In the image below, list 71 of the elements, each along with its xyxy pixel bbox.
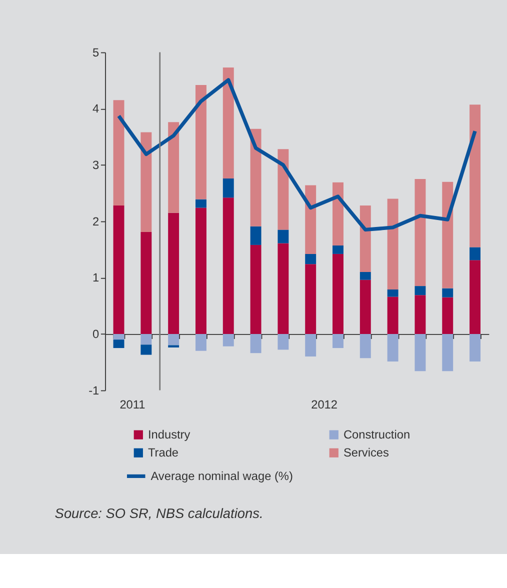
bar <box>414 334 426 372</box>
bar <box>360 272 371 280</box>
bar <box>305 254 316 264</box>
bar <box>278 230 289 244</box>
bar <box>113 340 124 348</box>
bar <box>305 334 316 356</box>
bar <box>470 247 481 260</box>
bar <box>360 206 371 272</box>
bar <box>222 334 234 346</box>
bar <box>168 334 180 346</box>
bar <box>305 264 316 334</box>
bar <box>470 334 481 362</box>
y-tick-label: 3 <box>92 158 100 172</box>
bar <box>470 104 481 248</box>
y-tick-label: 2 <box>92 214 100 228</box>
bar <box>250 334 262 354</box>
text: 2012 <box>311 398 338 412</box>
bar <box>113 334 124 340</box>
legend-label: Average nominal wage (%) <box>150 468 293 483</box>
y-tick-label: 0 <box>92 327 100 342</box>
legend-label: Construction <box>343 427 410 442</box>
y-tick-label: 5 <box>92 45 100 60</box>
bar <box>387 334 398 362</box>
bar <box>332 254 344 334</box>
bar <box>332 246 344 254</box>
bar <box>222 198 234 334</box>
bar <box>414 295 426 334</box>
bar <box>387 198 398 290</box>
y-tick-label: 4 <box>92 102 100 116</box>
bar <box>360 280 371 334</box>
bar <box>168 122 180 213</box>
bar <box>332 334 344 348</box>
bar <box>305 185 316 254</box>
bar <box>250 128 262 226</box>
bar <box>470 260 481 334</box>
bar <box>195 334 206 351</box>
text: 2011 <box>120 398 146 412</box>
bar <box>250 226 262 245</box>
bar <box>250 244 262 334</box>
legend-label: Industry <box>148 427 190 442</box>
bar <box>442 288 454 298</box>
bar <box>113 206 124 334</box>
bar <box>414 179 426 286</box>
bar <box>168 212 180 334</box>
bar <box>414 286 426 296</box>
bar <box>222 67 234 178</box>
bar <box>195 199 206 208</box>
bar <box>387 296 398 334</box>
bar <box>113 100 124 206</box>
bar <box>278 334 289 350</box>
bar <box>442 297 454 334</box>
bar <box>442 182 454 288</box>
legend-label: Trade <box>148 446 179 460</box>
bar <box>140 232 152 334</box>
bar <box>222 178 234 198</box>
bar <box>387 289 398 297</box>
legend-label: Services <box>343 446 390 460</box>
bar <box>332 182 344 246</box>
bar <box>195 208 206 334</box>
bar <box>140 334 152 345</box>
source-note: Source: SO SR, NBS calculations. <box>54 506 264 522</box>
bar <box>442 334 454 372</box>
bar <box>278 243 289 334</box>
y-tick-label: -1 <box>88 383 100 398</box>
bar <box>360 334 371 358</box>
y-tick-label: 1 <box>92 270 100 285</box>
line-series <box>116 78 477 232</box>
bar <box>278 149 289 230</box>
bar <box>140 344 152 355</box>
bar <box>140 132 152 232</box>
bar <box>195 84 206 200</box>
